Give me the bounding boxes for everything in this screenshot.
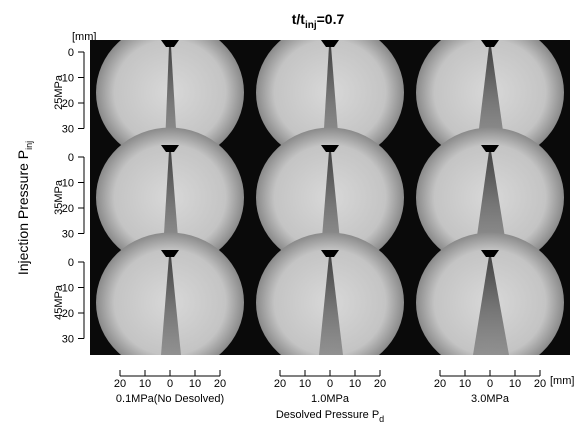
spray-plume (321, 151, 341, 250)
x-axis-label-subscript: d (379, 414, 384, 424)
spray-plume (163, 151, 179, 250)
nozzle (161, 250, 179, 257)
x-tick-label: 0 (487, 378, 493, 390)
x-tick-label: 20 (214, 378, 226, 390)
row-label: 35MPa (53, 179, 65, 215)
x-tick-label: 20 (374, 378, 386, 390)
y-axis-label: Injection Pressure Pinj (15, 141, 34, 275)
spray-plume (475, 151, 507, 250)
spray-plume (319, 256, 343, 355)
nozzle (321, 40, 339, 47)
y-tick-label: 0 (68, 47, 74, 59)
nozzle (481, 145, 499, 152)
y-tick-label: 20 (62, 308, 74, 320)
column-label: 0.1MPa(No Desolved) (116, 393, 224, 405)
title-suffix: =0.7 (317, 11, 345, 27)
y-tick-label: 0 (68, 257, 74, 269)
x-axis-label: Desolved Pressure Pd (276, 409, 384, 424)
y-axis-label-subscript: inj (24, 141, 34, 150)
y-tick-label: 20 (62, 98, 74, 110)
y-tick-label: 10 (62, 178, 74, 190)
y-tick-label: 30 (62, 124, 74, 136)
x-tick-label: 10 (299, 378, 311, 390)
column-label: 1.0MPa (311, 393, 350, 405)
x-tick-label: 10 (459, 378, 471, 390)
y-tick-label: 0 (68, 152, 74, 164)
spray-plume (165, 46, 177, 145)
x-tick-label: 10 (349, 378, 361, 390)
y-tick-label: 10 (62, 283, 74, 295)
nozzle (321, 145, 339, 152)
x-tick-label: 0 (327, 378, 333, 390)
title: t/tinj=0.7 (292, 11, 345, 31)
y-tick-label: 30 (62, 334, 74, 346)
y-tick-label: 20 (62, 203, 74, 215)
x-tick-label: 10 (139, 378, 151, 390)
y-axis-label-text: Injection Pressure P (15, 150, 31, 275)
column-label: 3.0MPa (471, 393, 510, 405)
spray-plume (473, 256, 509, 355)
nozzle (481, 40, 499, 47)
row-label: 25MPa (53, 74, 65, 110)
x-tick-label: 20 (534, 378, 546, 390)
title-subscript: inj (305, 20, 317, 31)
y-tick-label: 30 (62, 229, 74, 241)
x-tick-label: 20 (434, 378, 446, 390)
x-axis-label-text: Desolved Pressure P (276, 409, 379, 421)
spray-plume (477, 46, 505, 145)
x-unit: [mm] (550, 375, 574, 387)
x-tick-label: 10 (509, 378, 521, 390)
x-tick-label: 0 (167, 378, 173, 390)
row-label: 45MPa (53, 284, 65, 320)
y-tick-label: 10 (62, 73, 74, 85)
spray-plume (161, 256, 181, 355)
nozzle (161, 40, 179, 47)
x-tick-label: 20 (274, 378, 286, 390)
image-grid (90, 40, 570, 355)
nozzle (321, 250, 339, 257)
spray-plume (323, 46, 339, 145)
title-text: t/t (292, 11, 306, 27)
x-tick-label: 20 (114, 378, 126, 390)
nozzle (481, 250, 499, 257)
nozzle (161, 145, 179, 152)
x-tick-label: 10 (189, 378, 201, 390)
